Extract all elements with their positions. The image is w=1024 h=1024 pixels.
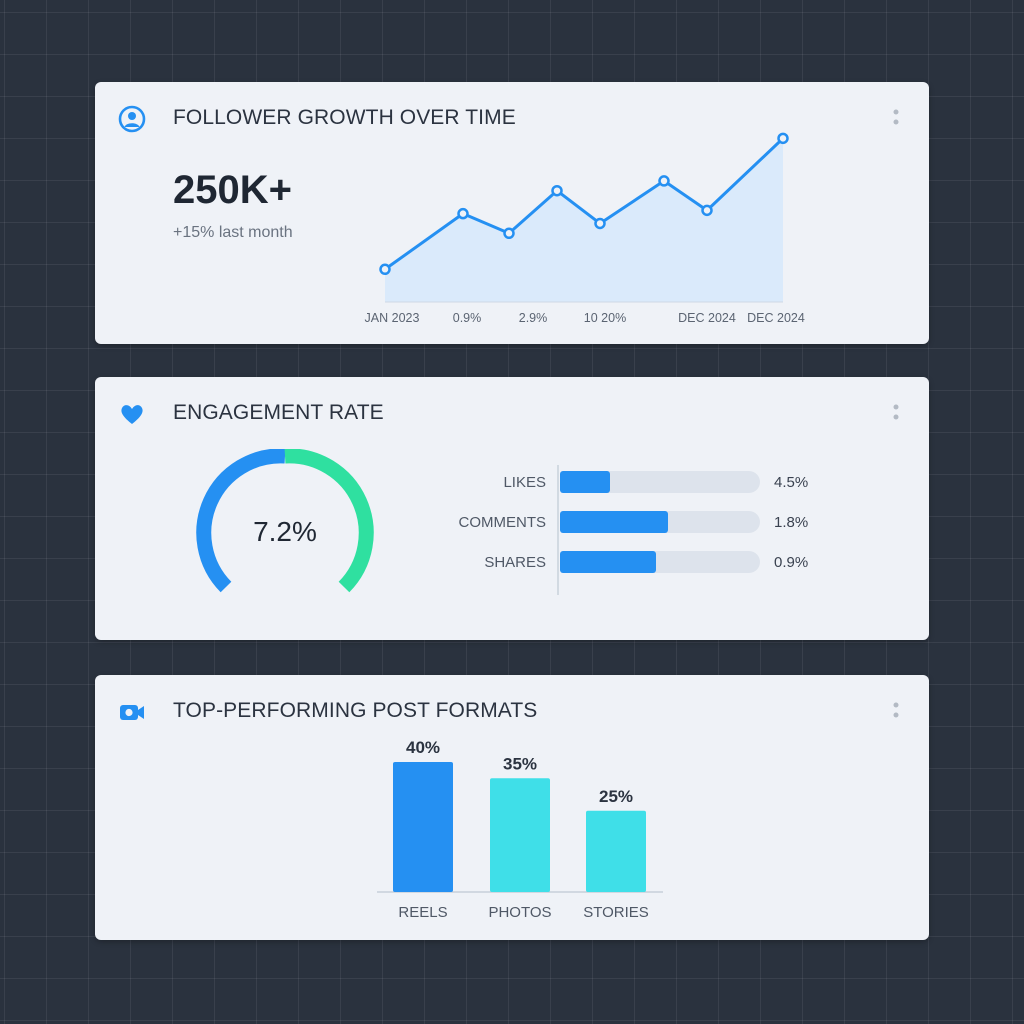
more-vertical-icon[interactable] <box>889 701 903 723</box>
post-formats-title: TOP-PERFORMING POST FORMATS <box>173 699 538 722</box>
data-point-1 <box>457 207 469 220</box>
bar-stories <box>586 810 646 892</box>
bar-fill-likes <box>560 471 610 493</box>
engagement-gauge: 7.2% <box>196 449 374 593</box>
x-tick-label: 2.9% <box>519 311 548 325</box>
bar-category-label: STORIES <box>583 904 649 921</box>
bar-value-label: 40% <box>406 738 440 757</box>
data-point-7 <box>777 132 789 145</box>
heart-icon <box>121 405 143 424</box>
data-point-4 <box>594 217 606 230</box>
follower-count: 250K+ <box>173 168 292 212</box>
bar-fill-comments <box>560 511 668 533</box>
bar-value-label: 0.9% <box>774 554 808 571</box>
x-tick-label: 10 20% <box>584 311 626 325</box>
data-point-6 <box>701 204 713 217</box>
gauge-arc-green <box>284 449 374 593</box>
x-tick-label: 0.9% <box>453 311 482 325</box>
series-line <box>384 137 785 271</box>
area-fill <box>385 138 783 302</box>
user-circle-icon <box>118 105 146 133</box>
more-vertical-icon[interactable] <box>889 403 903 425</box>
follower-growth-chart: JAN 2023 0.9% 2.9% 10 20% DEC 2024 DEC 2024 <box>365 132 805 325</box>
x-tick-label: JAN 2023 <box>365 311 420 325</box>
data-point-2 <box>503 227 515 240</box>
follower-growth-title: FOLLOWER GROWTH OVER TIME <box>173 106 516 129</box>
bar-value-label: 35% <box>503 754 537 773</box>
bar-category-label: PHOTOS <box>488 904 551 921</box>
bar-fill-shares <box>560 551 656 573</box>
post-formats-chart: 40% REELS 35% PHOTOS 25% STORIES <box>377 738 663 921</box>
data-point-3 <box>551 184 563 197</box>
data-point-0 <box>379 263 391 276</box>
bar-category-label: SHARES <box>484 554 546 571</box>
post-formats-card: TOP-PERFORMING POST FORMATS 40% REELS 35% P… <box>95 675 929 940</box>
video-camera-icon <box>120 705 144 720</box>
data-point-5 <box>658 175 670 187</box>
bar-value-label: 25% <box>599 787 633 806</box>
x-tick-label: DEC 2024 <box>747 311 805 325</box>
bar-value-label: 1.8% <box>774 514 808 531</box>
engagement-rate-card: ENGAGEMENT RATE 7.2% LIKES 4.5% COMMENTS 1.… <box>95 377 929 640</box>
bar-category-label: COMMENTS <box>459 514 547 531</box>
more-vertical-icon[interactable] <box>889 108 903 130</box>
bar-value-label: 4.5% <box>774 474 808 491</box>
engagement-rate-title: ENGAGEMENT RATE <box>173 401 384 424</box>
engagement-breakdown-chart: LIKES 4.5% COMMENTS 1.8% SHARES 0.9% <box>459 465 808 595</box>
x-tick-label: DEC 2024 <box>678 311 736 325</box>
gauge-value: 7.2% <box>253 516 317 547</box>
gauge-arc-blue <box>196 449 286 593</box>
bar-photos <box>490 778 550 892</box>
follower-growth-card: FOLLOWER GROWTH OVER TIME 250K+ +15% las… <box>95 82 929 344</box>
follower-change: +15% last month <box>173 224 293 241</box>
bar-category-label: LIKES <box>503 474 546 491</box>
bar-reels <box>393 762 453 892</box>
bar-category-label: REELS <box>398 904 447 921</box>
